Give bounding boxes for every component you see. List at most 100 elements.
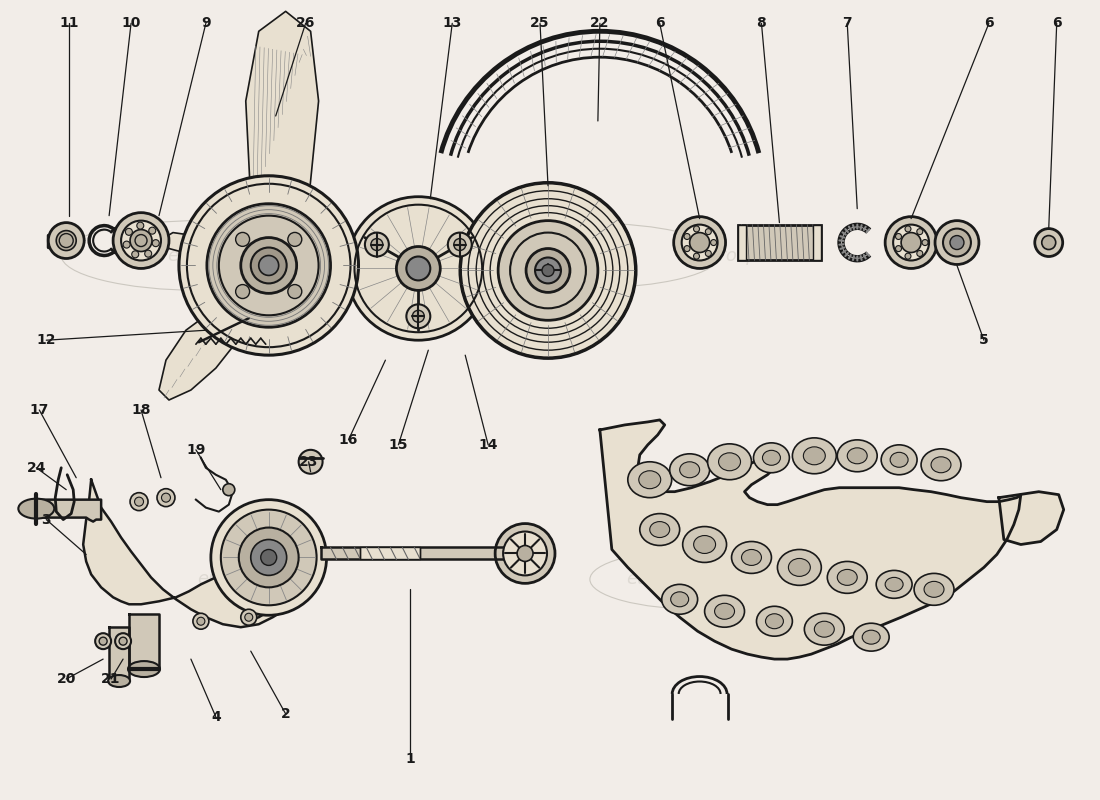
Polygon shape — [600, 420, 1021, 659]
Circle shape — [157, 489, 175, 506]
Text: 22: 22 — [590, 16, 609, 30]
Circle shape — [116, 633, 131, 649]
Text: 6: 6 — [1052, 16, 1062, 30]
Circle shape — [207, 204, 331, 327]
Text: 4: 4 — [211, 710, 221, 724]
Text: 10: 10 — [121, 16, 141, 30]
Circle shape — [239, 527, 298, 587]
Circle shape — [179, 176, 359, 355]
Ellipse shape — [662, 584, 697, 614]
Circle shape — [130, 230, 152, 251]
Bar — [737, 225, 746, 261]
Text: 26: 26 — [296, 16, 316, 30]
Circle shape — [48, 222, 85, 258]
Circle shape — [346, 197, 491, 340]
Circle shape — [192, 614, 209, 630]
Circle shape — [542, 265, 554, 277]
Circle shape — [211, 500, 327, 615]
Ellipse shape — [680, 462, 700, 478]
Ellipse shape — [757, 606, 792, 636]
Circle shape — [365, 233, 388, 257]
Circle shape — [251, 247, 287, 283]
Circle shape — [245, 614, 253, 622]
Text: 6: 6 — [654, 16, 664, 30]
Circle shape — [503, 531, 547, 575]
Circle shape — [241, 610, 256, 626]
Ellipse shape — [854, 623, 889, 651]
Ellipse shape — [877, 570, 912, 598]
Circle shape — [510, 233, 586, 308]
Text: 9: 9 — [201, 16, 211, 30]
Circle shape — [684, 234, 690, 239]
Circle shape — [134, 497, 143, 506]
Text: 21: 21 — [101, 672, 121, 686]
Text: 15: 15 — [388, 438, 408, 452]
Ellipse shape — [814, 622, 834, 637]
Text: 7: 7 — [843, 16, 852, 30]
Circle shape — [705, 250, 712, 257]
Polygon shape — [999, 492, 1064, 545]
Text: 25: 25 — [530, 16, 550, 30]
Circle shape — [145, 250, 152, 257]
Polygon shape — [163, 233, 255, 261]
Polygon shape — [109, 627, 129, 679]
Polygon shape — [36, 500, 101, 522]
Circle shape — [221, 510, 317, 606]
Text: eurospartes: eurospartes — [506, 246, 614, 265]
Circle shape — [223, 484, 234, 496]
Ellipse shape — [670, 454, 710, 486]
Ellipse shape — [924, 582, 944, 598]
Circle shape — [371, 238, 383, 250]
Polygon shape — [245, 11, 319, 216]
Text: 8: 8 — [757, 16, 767, 30]
Circle shape — [1042, 235, 1056, 250]
Circle shape — [901, 233, 921, 253]
Text: eurospartes: eurospartes — [626, 570, 734, 588]
Text: 5: 5 — [979, 334, 989, 347]
Circle shape — [197, 618, 205, 626]
Ellipse shape — [19, 498, 54, 518]
Ellipse shape — [705, 595, 745, 627]
Text: eurospartes: eurospartes — [695, 246, 803, 265]
Circle shape — [905, 226, 911, 232]
Circle shape — [119, 637, 128, 645]
Circle shape — [148, 227, 156, 234]
Bar — [737, 225, 822, 261]
Circle shape — [916, 250, 923, 257]
Text: 20: 20 — [56, 672, 76, 686]
Circle shape — [123, 241, 130, 248]
Ellipse shape — [914, 574, 954, 606]
Text: 6: 6 — [984, 16, 993, 30]
Circle shape — [886, 217, 937, 269]
Circle shape — [132, 251, 139, 258]
Ellipse shape — [732, 542, 771, 574]
Ellipse shape — [741, 550, 761, 566]
Circle shape — [673, 217, 726, 269]
Ellipse shape — [886, 578, 903, 591]
Text: 3: 3 — [42, 513, 51, 526]
Text: 16: 16 — [339, 433, 359, 447]
Ellipse shape — [837, 440, 877, 472]
Text: 11: 11 — [59, 16, 79, 30]
Text: 17: 17 — [30, 403, 50, 417]
Circle shape — [448, 233, 472, 257]
Ellipse shape — [804, 614, 845, 645]
Ellipse shape — [650, 522, 670, 538]
Ellipse shape — [683, 526, 727, 562]
Circle shape — [261, 550, 277, 566]
Circle shape — [235, 233, 250, 246]
Circle shape — [251, 539, 287, 575]
Ellipse shape — [762, 450, 780, 466]
Circle shape — [406, 257, 430, 281]
Circle shape — [241, 238, 297, 294]
Circle shape — [396, 246, 440, 290]
Ellipse shape — [837, 570, 857, 586]
Polygon shape — [84, 480, 288, 627]
Polygon shape — [320, 547, 520, 559]
Ellipse shape — [881, 445, 917, 474]
Ellipse shape — [862, 630, 880, 644]
Text: 2: 2 — [280, 707, 290, 721]
Circle shape — [943, 229, 971, 257]
Text: 18: 18 — [131, 403, 151, 417]
Bar — [361, 547, 420, 559]
